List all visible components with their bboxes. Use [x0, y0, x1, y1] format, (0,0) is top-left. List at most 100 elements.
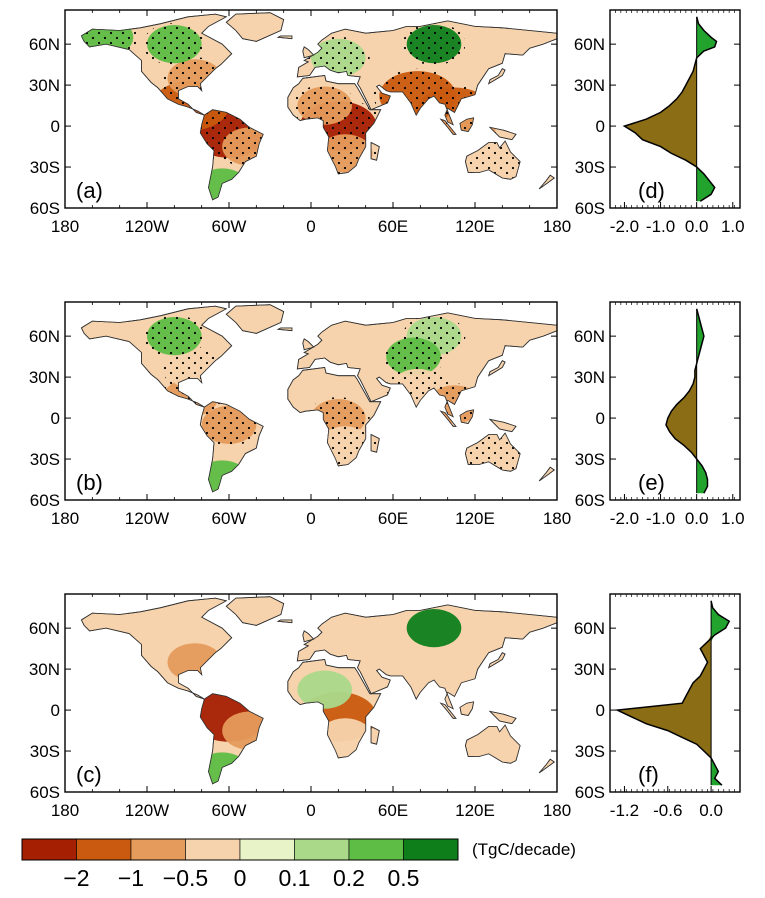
y-tick-label: 60N [29, 327, 60, 346]
y-tick-label: 60S [30, 199, 60, 218]
y-tick-label: 30S [575, 158, 605, 177]
colorbar-label: 0.1 [279, 865, 311, 891]
x-tick-label: 60W [212, 217, 247, 236]
x-tick-label: 180 [543, 217, 571, 236]
x-tick-label: 180 [543, 509, 571, 528]
colorbar-swatch [130, 838, 186, 861]
profile-line [622, 16, 718, 202]
x-tick-label: 1.0 [721, 509, 745, 528]
coast-greenland [225, 304, 285, 334]
x-tick-label: 180 [51, 801, 79, 820]
coast-new-guinea [488, 126, 517, 141]
y-tick-label: 0 [51, 701, 60, 720]
y-tick-label: 0 [51, 117, 60, 136]
coast-north-america [80, 13, 233, 116]
x-tick-label: 0 [306, 217, 315, 236]
coast-eurasia [296, 312, 558, 418]
x-tick-label: 60E [378, 509, 408, 528]
x-tick-label: 120E [455, 217, 495, 236]
profile-panel-e: 60N 30N 0 30S 60S -2.0 -1.0 0.0 1.0 (e) [574, 301, 745, 528]
coast-japan [487, 652, 506, 669]
coast-north-america [80, 597, 233, 700]
x-tick-label: 60W [212, 801, 247, 820]
coast-uk [302, 46, 315, 59]
y-tick-label: 30N [574, 660, 605, 679]
coast-iceland [276, 327, 293, 332]
coast-australia [464, 724, 521, 764]
colorbar-label: 0 [234, 865, 247, 891]
profile-positive-fill [711, 600, 730, 786]
coastlines [80, 304, 558, 493]
coast-new-zealand [538, 466, 555, 482]
profile-panel-f: 60N 30N 0 30S 60S -1.2 -0.6 0.0 (f) [574, 593, 741, 820]
panel-label: (b) [76, 470, 103, 495]
y-tick-label: 30S [30, 450, 60, 469]
x-tick-label: -2.0 [610, 509, 639, 528]
coast-sumatra [439, 410, 457, 427]
y-tick-label: 30N [29, 76, 60, 95]
x-tick-label: 120W [125, 801, 169, 820]
coast-uk [302, 338, 315, 351]
profile-negative-fill [624, 16, 697, 202]
x-tick-label: 60W [212, 509, 247, 528]
y-tick-label: 60N [574, 327, 605, 346]
y-tick-label: 30S [575, 450, 605, 469]
y-tick-label: 30S [575, 742, 605, 761]
coast-australia [464, 140, 521, 180]
profile-positive-fill [696, 308, 708, 494]
x-tick-label: 0.0 [685, 217, 709, 236]
x-tick-label: 180 [51, 509, 79, 528]
colorbar-unit: (TgC/decade) [472, 840, 576, 859]
y-tick-label: 30N [574, 76, 605, 95]
stipple-central-asia [382, 335, 445, 378]
coast-madagascar [370, 725, 380, 745]
y-tick-label: 30S [30, 158, 60, 177]
y-tick-label: 60N [574, 619, 605, 638]
coast-madagascar [370, 141, 380, 161]
colorbar-frame [21, 838, 459, 861]
x-tick-label: 0.0 [685, 509, 709, 528]
coast-uk [302, 630, 315, 643]
y-tick-label: 30S [30, 742, 60, 761]
coast-borneo [459, 701, 475, 716]
coast-new-zealand [538, 758, 555, 774]
coast-new-zealand [538, 174, 555, 190]
x-tick-label: 60E [378, 801, 408, 820]
x-tick-label: -2.0 [610, 217, 639, 236]
y-tick-label: 30N [29, 660, 60, 679]
coast-japan [487, 68, 506, 85]
coast-madagascar [370, 433, 380, 453]
y-tick-label: 60S [30, 491, 60, 510]
coast-africa [287, 659, 382, 759]
x-tick-label: -1.0 [646, 217, 675, 236]
colorbar-swatch [21, 838, 77, 861]
x-tick-label: 1.0 [721, 217, 745, 236]
region-siberia [406, 609, 462, 648]
x-tick-label: 0 [306, 509, 315, 528]
x-tick-label: 0.0 [699, 801, 723, 820]
coast-iceland [276, 35, 293, 40]
y-tick-label: 0 [596, 409, 605, 428]
coast-new-guinea [488, 710, 517, 725]
x-tick-label: 180 [51, 217, 79, 236]
x-tick-label: -1.0 [646, 509, 675, 528]
coast-australia [464, 432, 521, 472]
colorbar-label: −2 [63, 865, 89, 891]
coastlines [80, 596, 558, 785]
y-tick-label: 0 [51, 409, 60, 428]
y-tick-label: 60S [575, 199, 605, 218]
x-tick-label: -1.2 [610, 801, 639, 820]
coast-north-america [80, 305, 233, 408]
y-tick-label: 30N [574, 368, 605, 387]
colorbar-swatch [76, 838, 132, 861]
panel-label: (e) [638, 470, 665, 495]
colorbar-label: −1 [118, 865, 144, 891]
x-tick-label: 120E [455, 509, 495, 528]
coast-sumatra [439, 702, 457, 719]
y-tick-label: 60N [29, 619, 60, 638]
coast-new-guinea [488, 418, 517, 433]
x-tick-label: 0 [306, 801, 315, 820]
coast-eurasia [296, 20, 558, 126]
y-tick-label: 60N [29, 35, 60, 54]
